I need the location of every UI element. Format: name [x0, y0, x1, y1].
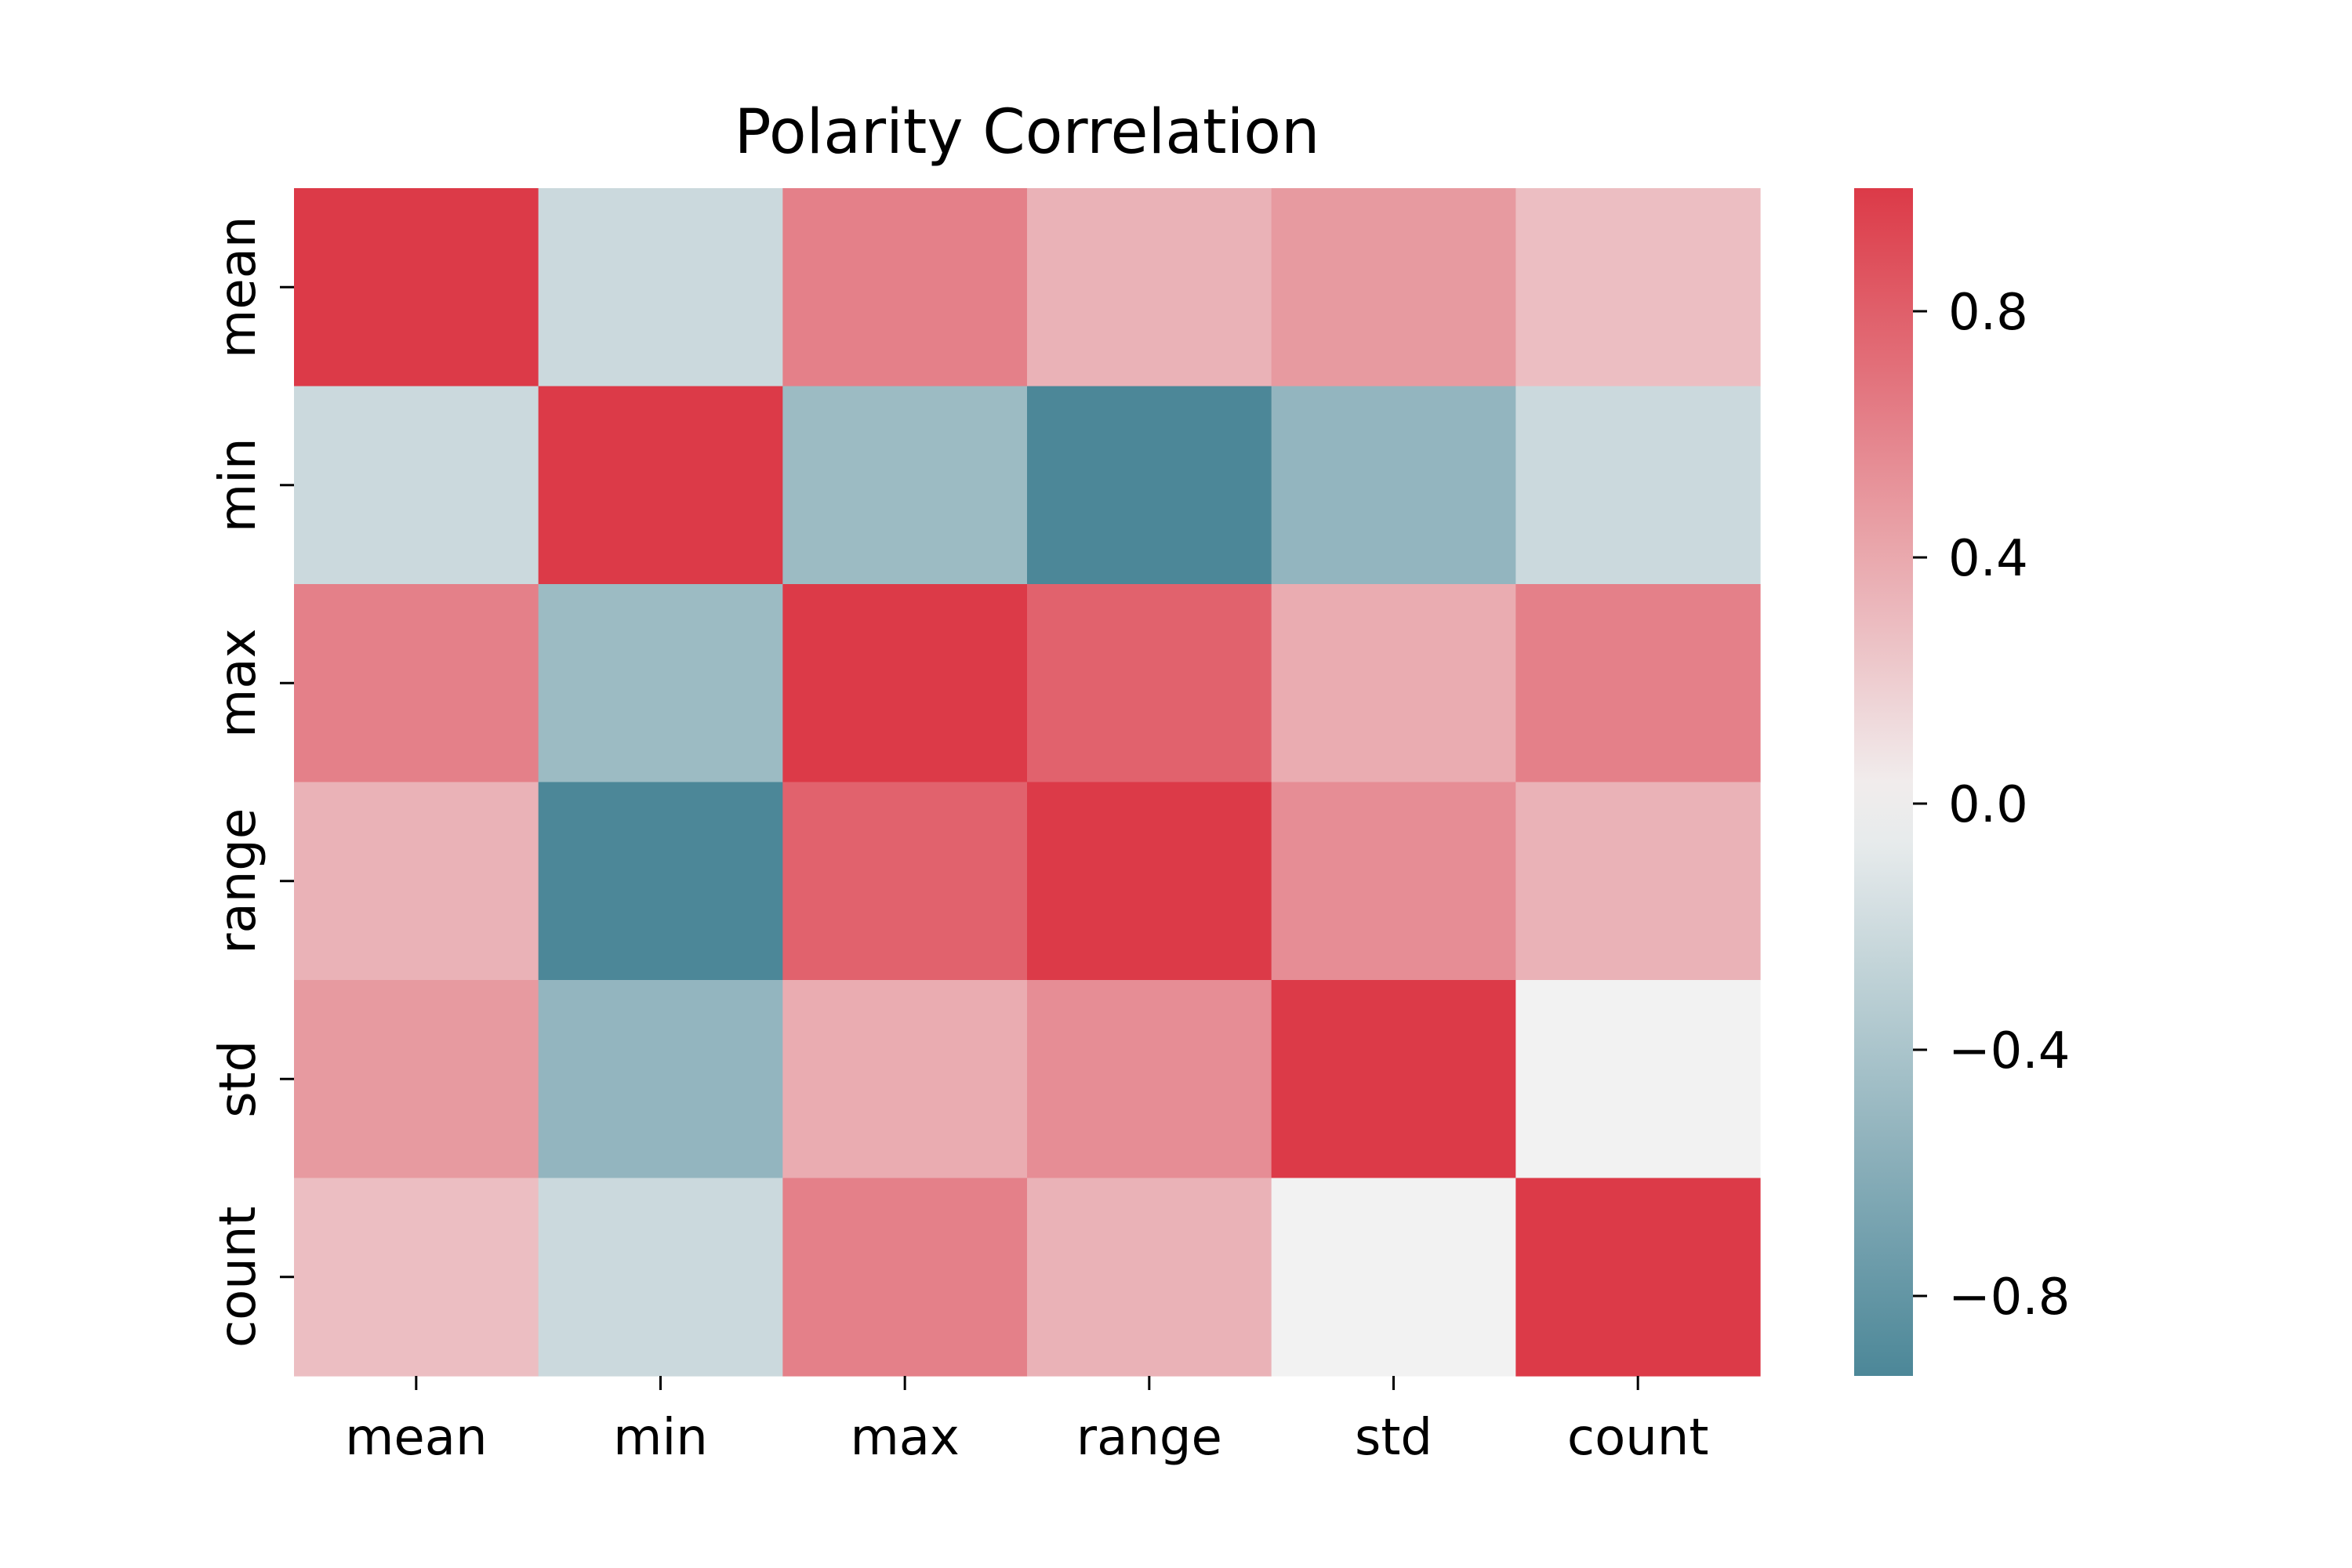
heatmap-cell-std-mean — [294, 980, 539, 1179]
heatmap-cell-min-max — [782, 386, 1028, 585]
heatmap-cell-mean-std — [1271, 188, 1516, 387]
x-tick-label: mean — [345, 1409, 488, 1467]
x-tick-label: count — [1567, 1409, 1709, 1467]
chart-title: Polarity Correlation — [735, 97, 1320, 168]
x-tick-label: max — [850, 1409, 959, 1467]
y-axis: mean min max range std count — [209, 216, 294, 1348]
colorbar: 0.8 0.4 0.0 −0.4 −0.8 — [1854, 188, 2070, 1376]
x-tick-label: std — [1355, 1409, 1432, 1467]
colorbar-tick-label: 0.8 — [1948, 284, 2028, 342]
heatmap-cell-range-max — [782, 782, 1028, 981]
heatmap-cell-mean-max — [782, 188, 1028, 387]
y-tick-label: min — [209, 437, 267, 532]
heatmap-cell-std-range — [1027, 980, 1272, 1179]
heatmap-cell-range-mean — [294, 782, 539, 981]
heatmap-cell-min-mean — [294, 386, 539, 585]
heatmap-cell-max-mean — [294, 584, 539, 783]
colorbar-tick-label: 0.4 — [1948, 530, 2028, 588]
heatmap-cell-max-std — [1271, 584, 1516, 783]
heatmap-cell-mean-count — [1515, 188, 1761, 387]
heatmap-cell-min-std — [1271, 386, 1516, 585]
y-tick-label: range — [209, 808, 267, 954]
heatmap-cell-count-max — [782, 1178, 1028, 1377]
heatmap-cells — [294, 188, 1761, 1377]
y-tick-label: std — [209, 1040, 267, 1118]
heatmap-cell-min-min — [538, 386, 783, 585]
heatmap-cell-mean-mean — [294, 188, 539, 387]
heatmap-cell-std-min — [538, 980, 783, 1179]
y-tick-label: max — [209, 629, 267, 738]
y-tick-label: count — [209, 1206, 267, 1348]
heatmap-cell-count-std — [1271, 1178, 1516, 1377]
colorbar-gradient — [1854, 188, 1913, 1376]
colorbar-tick-label: −0.4 — [1948, 1022, 2070, 1080]
heatmap-cell-max-range — [1027, 584, 1272, 783]
heatmap-cell-std-std — [1271, 980, 1516, 1179]
x-tick-label: range — [1076, 1409, 1222, 1467]
x-axis: mean min max range std count — [345, 1376, 1708, 1467]
heatmap-cell-range-std — [1271, 782, 1516, 981]
heatmap-cell-mean-range — [1027, 188, 1272, 387]
heatmap-cell-count-range — [1027, 1178, 1272, 1377]
x-tick-label: min — [613, 1409, 708, 1467]
heatmap-cell-max-max — [782, 584, 1028, 783]
heatmap-cell-max-min — [538, 584, 783, 783]
colorbar-tick-label: 0.0 — [1948, 776, 2028, 834]
y-tick-label: mean — [209, 216, 267, 359]
heatmap-cell-min-count — [1515, 386, 1761, 585]
heatmap-cell-std-count — [1515, 980, 1761, 1179]
heatmap-cell-count-mean — [294, 1178, 539, 1377]
heatmap-cell-std-max — [782, 980, 1028, 1179]
heatmap-cell-min-range — [1027, 386, 1272, 585]
heatmap-cell-max-count — [1515, 584, 1761, 783]
heatmap-cell-count-count — [1515, 1178, 1761, 1377]
heatmap-cell-mean-min — [538, 188, 783, 387]
heatmap-cell-range-count — [1515, 782, 1761, 981]
colorbar-tick-label: −0.8 — [1948, 1269, 2070, 1327]
heatmap-cell-count-min — [538, 1178, 783, 1377]
heatmap-cell-range-range — [1027, 782, 1272, 981]
heatmap-cell-range-min — [538, 782, 783, 981]
